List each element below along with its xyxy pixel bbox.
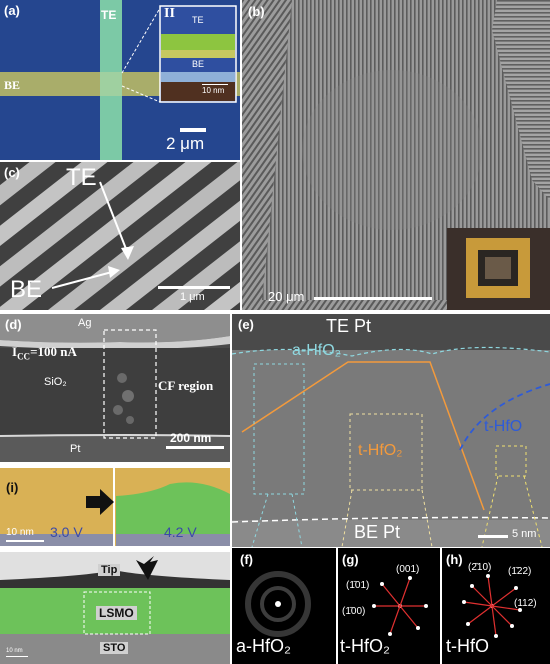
panel-i-graphic (0, 468, 230, 546)
panel-h-material: t-HfO (446, 636, 489, 656)
panel-g-index-2: (001) (396, 564, 420, 575)
panel-c-label: (c) (4, 165, 20, 180)
panel-a-label: (a) (4, 3, 20, 18)
panel-h-graphic (462, 574, 522, 638)
panel-c-be: BE (10, 276, 43, 303)
panel-g-index-3: (1̄00) (342, 606, 366, 617)
panel-e-te: TE Pt (326, 316, 372, 336)
panel-a-inset-scalebar (202, 84, 228, 85)
panel-i-bottom-scale: 10 nm (6, 648, 23, 654)
panel-b-scalebar (314, 297, 432, 300)
panel-b: (b) 20 μm (242, 0, 550, 310)
panel-i-sto: STO (100, 642, 129, 654)
panel-i-scale: 10 nm (6, 527, 34, 538)
panel-d-scalebar (166, 446, 224, 449)
panel-g: (g) (1̄01) (001) (1̄00) t-HfO₂ (338, 548, 440, 664)
panel-g-graphic (372, 576, 428, 636)
panel-h-index-1: (2̄10) (468, 562, 492, 573)
panel-d-icc-rest: =100 nA (30, 344, 77, 359)
panel-f-graphic (245, 571, 311, 637)
panel-e-a-hfo2: a-HfO₂ (292, 342, 341, 359)
panel-f: (f) a-HfO₂ (232, 548, 336, 664)
panel-g-index-1: (1̄01) (346, 580, 370, 591)
panel-c-scale: 1 μm (180, 291, 205, 303)
panel-a-scale: 2 μm (166, 134, 205, 153)
panel-h-index-2: (1̄22) (508, 566, 532, 577)
panel-e-label: (e) (238, 317, 254, 332)
panel-e-t-hfo: t-HfO (484, 418, 523, 435)
panel-a-scalebar (180, 128, 206, 132)
panel-i-lsmo: LSMO (96, 606, 137, 620)
panel-i-tip: Tip (98, 564, 121, 576)
panel-h-label: (h) (446, 552, 463, 567)
panel-e-t-hfo2: t-HfO₂ (358, 442, 403, 459)
panel-e-scale: 5 nm (512, 528, 537, 540)
panel-e-scalebar (478, 535, 508, 538)
panel-e-be: BE Pt (354, 522, 401, 542)
panel-d-sio2: SiO₂ (44, 376, 67, 388)
panel-d-icc-main: I (12, 344, 18, 359)
panel-h: (h) (2̄10) (1̄22) (112) t-HfO (442, 548, 550, 664)
panel-d-graphic (0, 314, 230, 462)
panel-i-voltage-1: 3.0 V (50, 524, 83, 540)
panel-f-label: (f) (240, 552, 253, 567)
panel-a-inset-be: BE (192, 59, 205, 69)
panel-c-graphic (0, 162, 240, 310)
panel-h-index-3: (112) (514, 598, 537, 609)
panel-a-inset-scale: 10 nm (202, 86, 225, 95)
panel-d-ag: Ag (78, 317, 92, 329)
panel-d: (d) Ag ICC=100 nA SiO₂ CF region 200 nm … (0, 314, 230, 462)
panel-a-inset-mark: II (164, 6, 175, 21)
panel-c: (c) TE BE 1 μm (0, 162, 240, 310)
panel-b-graphic (242, 0, 550, 310)
panel-b-scale: 20 μm (268, 289, 305, 304)
panel-b-label: (b) (248, 4, 265, 19)
panel-c-scalebar (158, 286, 230, 289)
panel-d-pt: Pt (70, 443, 81, 455)
panel-d-scale: 200 nm (170, 431, 212, 445)
panel-i-scalebar (6, 540, 44, 542)
panel-a-inset-te: TE (192, 15, 204, 25)
panel-a: (a) TE BE II TE BE 10 nm 2 μm (0, 0, 240, 160)
panel-f-material: a-HfO₂ (236, 636, 291, 656)
panel-i-bottom-scalebar (6, 656, 28, 657)
panel-d-icc: ICC=100 nA (12, 344, 77, 362)
panel-e-graphic (232, 314, 550, 547)
panel-g-material: t-HfO₂ (340, 636, 390, 656)
panel-e: (e) TE Pt a-HfO₂ t-HfO₂ t-HfO BE Pt 5 nm (232, 314, 550, 547)
panel-d-icc-sub: CC (17, 351, 31, 362)
panel-i: (i) 3.0 V 4.2 V 10 nm (0, 468, 230, 546)
panel-a-graphic (0, 0, 240, 160)
panel-i-bottom: Tip LSMO STO 10 nm (0, 552, 230, 664)
panel-i-label: (i) (6, 480, 19, 495)
panel-a-be-label: BE (4, 78, 21, 92)
panel-d-label: (d) (5, 317, 22, 332)
panel-i-voltage-2: 4.2 V (164, 524, 197, 540)
panel-a-te-label: TE (101, 8, 117, 22)
panel-g-label: (g) (342, 552, 359, 567)
panel-c-te: TE (66, 164, 97, 191)
panel-d-cf-region: CF region (158, 378, 214, 393)
